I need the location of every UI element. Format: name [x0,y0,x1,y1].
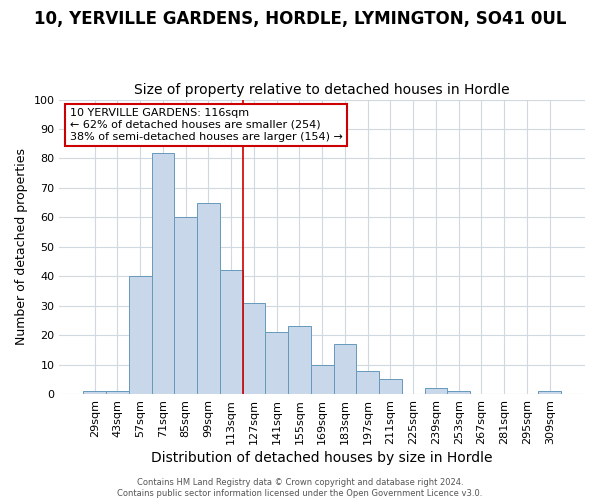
Bar [129,276,152,394]
Bar [83,391,106,394]
Text: 10 YERVILLE GARDENS: 116sqm
← 62% of detached houses are smaller (254)
38% of se: 10 YERVILLE GARDENS: 116sqm ← 62% of det… [70,108,343,142]
Bar [379,380,402,394]
Bar [425,388,448,394]
Bar [334,344,356,394]
Bar [220,270,242,394]
Bar [175,218,197,394]
Bar [265,332,288,394]
X-axis label: Distribution of detached houses by size in Hordle: Distribution of detached houses by size … [151,451,493,465]
Title: Size of property relative to detached houses in Hordle: Size of property relative to detached ho… [134,83,510,97]
Bar [106,391,129,394]
Text: Contains HM Land Registry data © Crown copyright and database right 2024.
Contai: Contains HM Land Registry data © Crown c… [118,478,482,498]
Bar [288,326,311,394]
Bar [311,364,334,394]
Bar [356,370,379,394]
Bar [242,303,265,394]
Text: 10, YERVILLE GARDENS, HORDLE, LYMINGTON, SO41 0UL: 10, YERVILLE GARDENS, HORDLE, LYMINGTON,… [34,10,566,28]
Bar [448,391,470,394]
Y-axis label: Number of detached properties: Number of detached properties [15,148,28,346]
Bar [538,391,561,394]
Bar [152,152,175,394]
Bar [197,202,220,394]
